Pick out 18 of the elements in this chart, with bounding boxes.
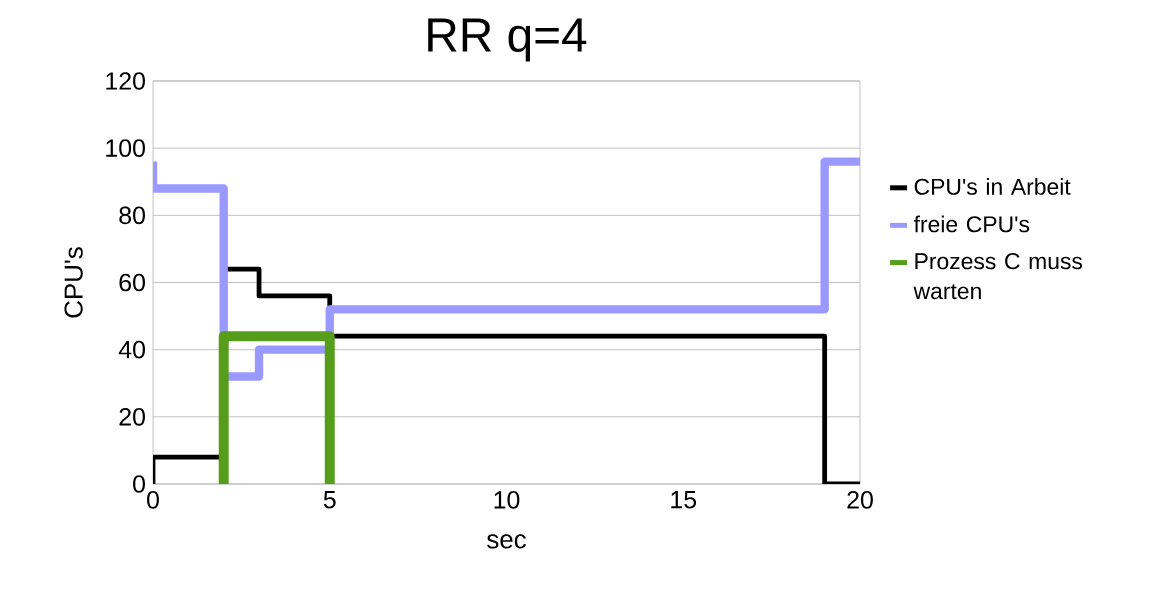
x-tick-label: 15: [671, 491, 697, 509]
y-tick-label: 0: [133, 475, 145, 493]
x-axis-title: sec: [487, 534, 526, 549]
x-tick-label: 10: [494, 491, 520, 509]
y-tick-label: 20: [119, 408, 145, 426]
chart-title: RR q=4: [428, 18, 587, 62]
x-tick-label: 20: [847, 491, 873, 509]
legend-label: freie CPU's: [913, 215, 1030, 233]
x-tick-label: 5: [323, 491, 336, 509]
y-tick-label: 80: [119, 206, 145, 225]
legend-label: Prozess C muss warten: [913, 253, 1083, 300]
legend-label: CPU's in Arbeit: [914, 178, 1071, 195]
y-axis-title: CPU's: [64, 247, 83, 318]
y-tick-label: 40: [118, 340, 145, 359]
y-tick-label: 100: [106, 139, 145, 157]
x-tick-label: 0: [147, 491, 159, 509]
y-tick-label: 60: [119, 273, 145, 292]
y-tick-label: 120: [106, 72, 145, 90]
